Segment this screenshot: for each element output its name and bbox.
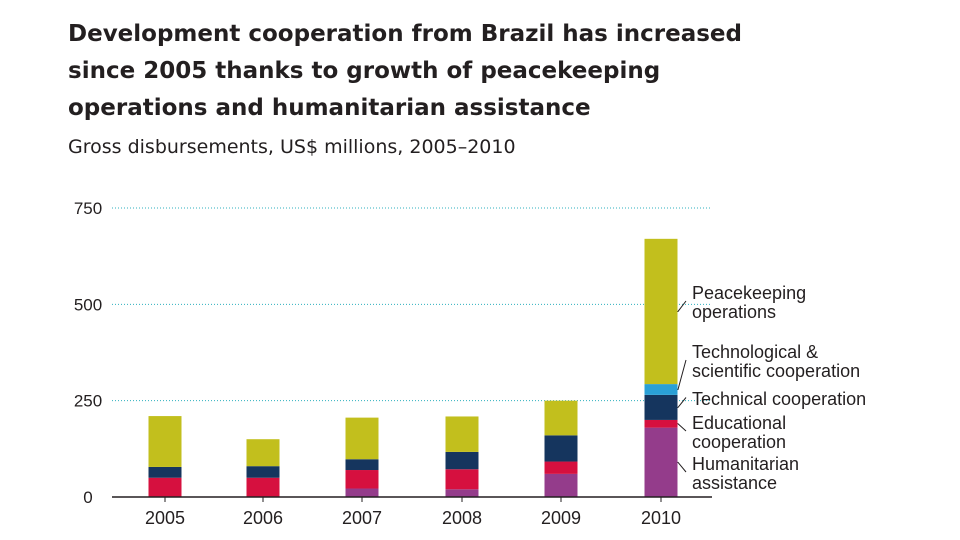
y-tick-label: 500 bbox=[74, 295, 102, 314]
legend-label: assistance bbox=[692, 473, 777, 493]
y-tick-label: 750 bbox=[74, 199, 102, 218]
x-tick-label: 2007 bbox=[342, 508, 382, 528]
x-tick-label: 2005 bbox=[145, 508, 185, 528]
legend-label: Educational bbox=[692, 413, 786, 433]
bar-segment bbox=[148, 416, 182, 467]
x-tick-label: 2008 bbox=[442, 508, 482, 528]
bar-segment bbox=[345, 488, 379, 497]
bar-segment bbox=[445, 469, 479, 490]
x-tick-label: 2010 bbox=[641, 508, 681, 528]
legend-leader-line bbox=[677, 423, 687, 432]
bar-segment bbox=[345, 470, 379, 489]
bar-segment bbox=[644, 384, 678, 395]
chart-subtitle: Gross disbursements, US$ millions, 2005–… bbox=[68, 136, 516, 158]
legend-label: operations bbox=[692, 302, 776, 322]
legend-label: cooperation bbox=[692, 432, 786, 452]
legend-label: Technological & bbox=[692, 342, 818, 362]
bar-segment bbox=[644, 419, 678, 428]
legend-label: Peacekeeping bbox=[692, 283, 806, 303]
bar-segment bbox=[246, 477, 280, 497]
y-tick-label: 250 bbox=[74, 392, 102, 411]
bar-segment bbox=[644, 394, 678, 420]
chart-title: Development cooperation from Brazil has … bbox=[68, 16, 828, 127]
bar-segment bbox=[345, 417, 379, 460]
bar-segment bbox=[445, 451, 479, 470]
bar-segment bbox=[445, 416, 479, 452]
bar-segment bbox=[644, 238, 678, 385]
bar-segment bbox=[246, 466, 280, 478]
x-tick-label: 2009 bbox=[541, 508, 581, 528]
bar-segment bbox=[445, 489, 479, 497]
bar-segment bbox=[544, 461, 578, 474]
y-tick-label: 0 bbox=[83, 488, 92, 507]
bar-segment bbox=[544, 435, 578, 462]
bar-segment bbox=[148, 466, 182, 478]
bar-segment bbox=[345, 459, 379, 471]
bar-segment bbox=[544, 473, 578, 497]
legend-leader-line bbox=[677, 397, 687, 408]
legend-leader-line bbox=[677, 359, 687, 390]
bar-segment bbox=[246, 439, 280, 467]
legend-leader-line bbox=[677, 300, 687, 312]
chart-title-line: operations and humanitarian assistance bbox=[68, 95, 591, 121]
bar-segment bbox=[544, 400, 578, 436]
legend-label: scientific cooperation bbox=[692, 361, 860, 381]
bar-segment bbox=[148, 477, 182, 497]
x-tick-label: 2006 bbox=[243, 508, 283, 528]
legend-leader-line bbox=[677, 461, 687, 473]
bar-segment bbox=[644, 427, 678, 497]
chart-title-line: Development cooperation from Brazil has … bbox=[68, 21, 742, 47]
legend-label: Technical cooperation bbox=[692, 389, 866, 409]
legend-label: Humanitarian bbox=[692, 454, 799, 474]
chart-title-line: since 2005 thanks to growth of peacekeep… bbox=[68, 58, 661, 84]
